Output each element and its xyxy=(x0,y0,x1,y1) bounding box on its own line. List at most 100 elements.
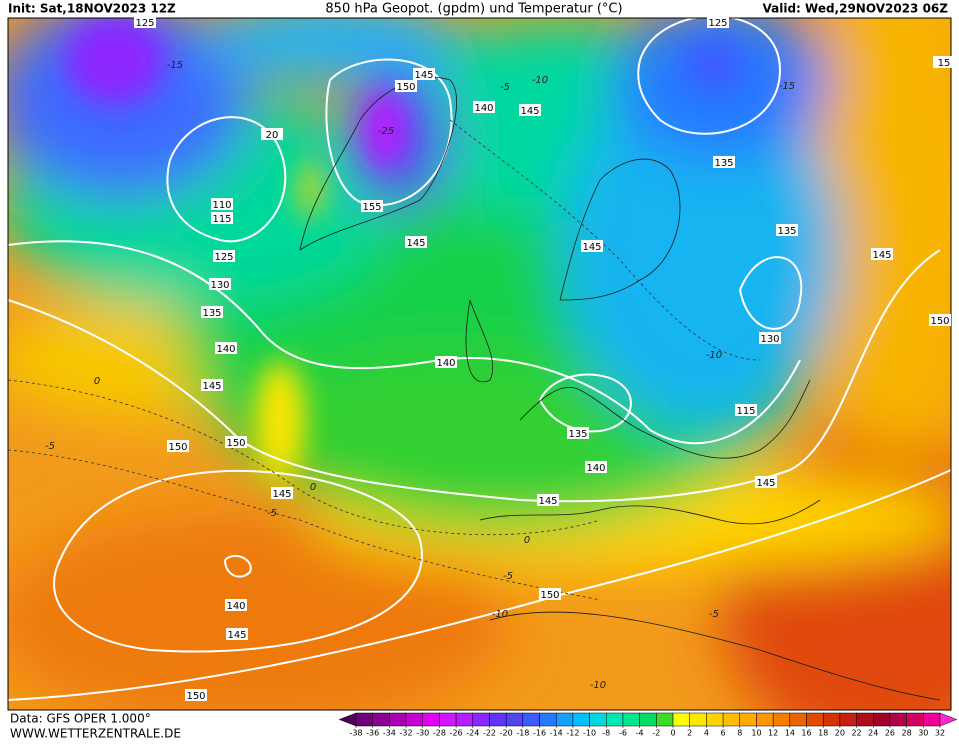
contour-label-box xyxy=(226,628,248,640)
colorbar-tick-label: 4 xyxy=(704,729,709,738)
contour-label-box xyxy=(215,342,237,354)
colorbar-segment xyxy=(555,712,574,727)
contour-label-box xyxy=(735,404,757,416)
colorbar-tick-label: 14 xyxy=(785,729,795,738)
colorbar-segment xyxy=(856,712,874,727)
temperature-label: 0 xyxy=(524,535,530,546)
colorbar-tick-label: 24 xyxy=(868,729,878,738)
colorbar-tick-label: 2 xyxy=(687,729,692,738)
colorbar-tick-label: -38 xyxy=(349,729,362,738)
colorbar-segment xyxy=(889,712,907,727)
contour-label: 135 xyxy=(777,226,796,237)
colorbar-segment xyxy=(622,712,640,727)
contour-label: 150 xyxy=(930,316,949,327)
contour-label-box xyxy=(413,68,435,80)
temperature-label: -15 xyxy=(779,81,795,92)
colorbar-tick-label: -36 xyxy=(366,729,379,738)
colorbar-tick-label: -22 xyxy=(483,729,496,738)
valid-time: Valid: Wed,29NOV2023 06Z xyxy=(762,2,948,16)
contour-label-box xyxy=(537,494,559,506)
temperature-label: 0 xyxy=(94,376,100,387)
temperature-label: -10 xyxy=(492,609,508,620)
colorbar-segment xyxy=(439,712,457,727)
contour-label: 145 xyxy=(414,70,433,81)
contour-label-box xyxy=(134,16,156,28)
colorbar-tick-label: -12 xyxy=(566,729,579,738)
contour-label: 140 xyxy=(474,103,493,114)
colorbar-tick-label: 32 xyxy=(935,729,945,738)
colorbar-tick-label: -18 xyxy=(516,729,529,738)
colorbar-tick-label: 30 xyxy=(918,729,928,738)
colorbar-segment xyxy=(839,712,857,727)
map-frame xyxy=(7,17,952,711)
colorbar-tick-label: 10 xyxy=(751,729,761,738)
contour-label: 130 xyxy=(760,334,779,345)
contour-label-box xyxy=(209,278,231,290)
contour-label-box xyxy=(261,128,283,140)
colorbar-tick-label: -34 xyxy=(383,729,396,738)
colorbar-segment xyxy=(405,712,423,727)
init-time: Init: Sat,18NOV2023 12Z xyxy=(8,2,176,16)
contour-label-box xyxy=(755,476,777,488)
contour-label: 145 xyxy=(406,238,425,249)
colorbar-segment xyxy=(923,712,941,727)
contour-label-box xyxy=(759,332,781,344)
contour-label-box xyxy=(271,487,293,499)
temperature-label: -5 xyxy=(503,571,513,582)
colorbar-tick-label: -10 xyxy=(583,729,596,738)
contour-label: 145 xyxy=(538,496,557,507)
contour-label: 125 xyxy=(708,18,727,29)
colorbar-segment xyxy=(672,712,690,727)
temperature-label: -5 xyxy=(45,441,55,452)
contour-label-box xyxy=(225,436,247,448)
colorbar-segment xyxy=(606,712,624,727)
colorbar-segment xyxy=(639,712,657,727)
contour-label-box xyxy=(519,104,541,116)
contour-label: 115 xyxy=(212,214,231,225)
colorbar-tick-label: 8 xyxy=(737,729,742,738)
colorbar-tick-label: 22 xyxy=(851,729,861,738)
contour-label: 145 xyxy=(272,489,291,500)
colorbar-segment xyxy=(422,712,440,727)
contour-label-box xyxy=(395,80,417,92)
contour-label: 130 xyxy=(210,280,229,291)
colorbar-segment xyxy=(772,712,791,727)
contour-label-box xyxy=(871,248,893,260)
colorbar-segment xyxy=(689,712,707,727)
contour-label-box xyxy=(539,588,561,600)
colorbar-segment xyxy=(789,712,807,727)
colorbar-segment xyxy=(722,712,741,727)
data-source: Data: GFS OPER 1.000° xyxy=(10,712,151,726)
contour-label: 150 xyxy=(226,438,245,449)
temperature-label: -10 xyxy=(532,75,548,86)
colorbar-tick-label: -4 xyxy=(636,729,644,738)
colorbar-segment xyxy=(822,712,841,727)
temperature-label: -25 xyxy=(378,126,394,137)
contour-label-box xyxy=(361,200,383,212)
colorbar-tick-label: -24 xyxy=(466,729,479,738)
contour-label-box xyxy=(581,240,603,252)
contour-label-box xyxy=(225,599,247,611)
colorbar-tick-label: 16 xyxy=(801,729,811,738)
temperature-label: -15 xyxy=(167,60,183,71)
temperature-label: -5 xyxy=(267,508,277,519)
contour-label: 20 xyxy=(266,130,279,141)
website: WWW.WETTERZENTRALE.DE xyxy=(10,727,181,741)
colorbar-segment xyxy=(906,712,924,727)
contour-label: 140 xyxy=(586,463,605,474)
colorbar-segment xyxy=(489,712,507,727)
colorbar-tick-label: -2 xyxy=(652,729,660,738)
contour-label: 145 xyxy=(227,630,246,641)
colorbar-segment xyxy=(739,712,757,727)
colorbar-segment xyxy=(522,712,540,727)
colorbar-segment xyxy=(472,712,490,727)
contour-label: 125 xyxy=(135,18,154,29)
contour-label: 135 xyxy=(714,158,733,169)
colorbar-segment xyxy=(389,712,407,727)
colorbar-arrow xyxy=(939,712,958,727)
contour-label-box xyxy=(435,356,457,368)
colorbar-segment xyxy=(756,712,774,727)
